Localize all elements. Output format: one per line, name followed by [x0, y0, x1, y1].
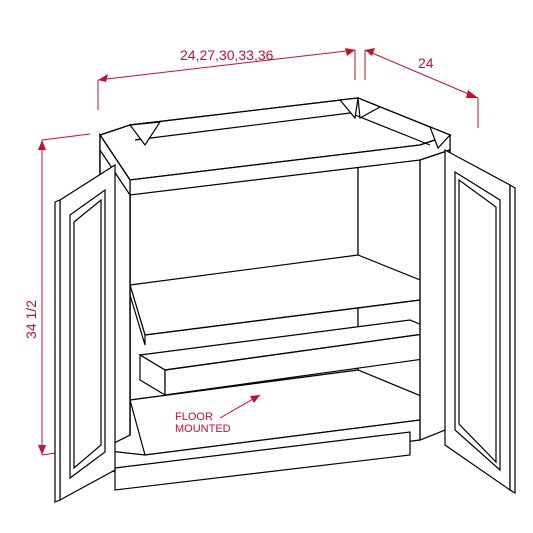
annotation-line1: FLOOR: [175, 411, 213, 423]
cabinet-diagram: 24,27,30,33,36 24 34 1/2: [0, 0, 533, 533]
width-dimension: 24,27,30,33,36: [98, 47, 355, 110]
height-label: 34 1/2: [23, 300, 39, 339]
right-door: [445, 150, 515, 493]
annotation-line2: MOUNTED: [175, 423, 231, 435]
left-door: [55, 165, 115, 502]
width-label: 24,27,30,33,36: [180, 47, 274, 63]
cabinet-body: [100, 98, 450, 490]
depth-label: 24: [418, 55, 434, 71]
